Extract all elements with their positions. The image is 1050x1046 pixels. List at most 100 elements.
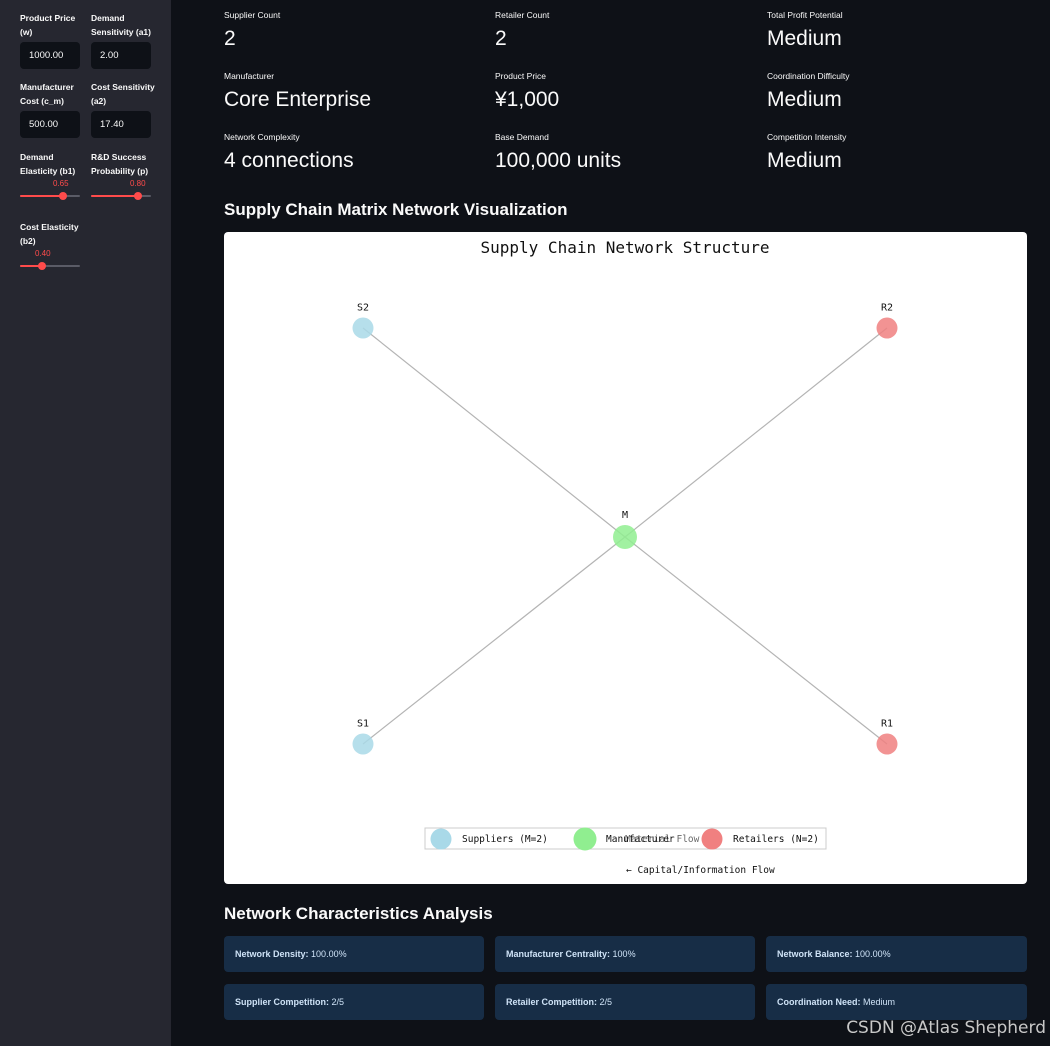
- analysis-value: 2/5: [331, 997, 345, 1007]
- slider-fill: [20, 195, 64, 197]
- network-chart: Supply Chain Network Structure S2 R2 M S1 R1…: [224, 232, 1027, 884]
- demand-sensitivity-input[interactable]: 2.00: [91, 42, 151, 69]
- demand-elasticity-value: 0.65: [53, 179, 69, 188]
- capital-flow-label: ← Capital/Information Flow: [626, 865, 775, 876]
- analysis-card-coordination-need: Coordination Need: Medium: [766, 984, 1027, 1020]
- demand-sensitivity-label: Demand Sensitivity (a1): [91, 13, 151, 37]
- legend-material-flow-label: Material Flow: [625, 834, 700, 845]
- node-label-R2: R2: [881, 303, 893, 314]
- metric-value: Medium: [767, 27, 842, 50]
- analysis-key: Coordination Need:: [777, 997, 861, 1007]
- metric-value: Medium: [767, 149, 842, 172]
- slider-fill: [20, 265, 43, 267]
- network-chart-svg: Supply Chain Network Structure S2 R2 M S1 R1…: [352, 238, 898, 876]
- node-label-R1: R1: [881, 719, 893, 730]
- analysis-key: Retailer Competition:: [506, 997, 598, 1007]
- analysis-card-retailer-competition: Retailer Competition: 2/5: [495, 984, 755, 1020]
- rd-success-slider[interactable]: [91, 192, 151, 200]
- metric-value: 2: [224, 27, 236, 50]
- analysis-key: Manufacturer Centrality:: [506, 949, 611, 959]
- metric-value: 100,000 units: [495, 149, 622, 172]
- legend-retailer-marker: [701, 828, 723, 850]
- edge-M-R2: [624, 327, 888, 538]
- analysis-value: 100%: [612, 949, 636, 959]
- metric-retailer-count: Retailer Count 2: [495, 9, 549, 53]
- chart-title: Supply Chain Network Structure: [481, 238, 770, 257]
- analysis-card-manufacturer-centrality: Manufacturer Centrality: 100%: [495, 936, 755, 972]
- legend-retailers-label: Retailers (N=2): [733, 834, 819, 845]
- cost-elasticity-label: Cost Elasticity (b2): [20, 222, 79, 246]
- node-R1: [876, 733, 898, 755]
- metric-label: Supplier Count: [224, 10, 281, 20]
- cost-elasticity-slider-group: Cost Elasticity (b2) 0.40: [20, 220, 84, 270]
- metric-label: Manufacturer: [224, 71, 275, 81]
- legend-manufacturer-marker: [573, 827, 597, 851]
- metric-label: Base Demand: [495, 132, 549, 142]
- metric-manufacturer: Manufacturer Core Enterprise: [224, 70, 371, 114]
- metric-total-profit-potential: Total Profit Potential Medium: [767, 9, 843, 53]
- rd-success-slider-group: R&D Success Probability (p) 0.80: [91, 150, 155, 200]
- demand-sensitivity-field: Demand Sensitivity (a1) 2.00: [91, 11, 155, 69]
- cost-sensitivity-field: Cost Sensitivity (a2) 17.40: [91, 80, 155, 138]
- metric-base-demand: Base Demand 100,000 units: [495, 131, 621, 175]
- metric-value: ¥1,000: [495, 88, 560, 111]
- metric-label: Competition Intensity: [767, 132, 847, 142]
- chart-legend: Suppliers (M=2) Material Flow Manufactur…: [424, 827, 827, 876]
- edge-M-R1: [624, 536, 888, 745]
- demand-elasticity-slider-group: Demand Elasticity (b1) 0.65: [20, 150, 84, 200]
- cost-sensitivity-label: Cost Sensitivity (a2): [91, 82, 155, 106]
- watermark: CSDN @Atlas Shepherd: [846, 1018, 1046, 1038]
- metric-value: Core Enterprise: [224, 88, 372, 111]
- analysis-card-network-balance: Network Balance: 100.00%: [766, 936, 1027, 972]
- metric-label: Network Complexity: [224, 132, 300, 142]
- node-R2: [876, 317, 898, 339]
- node-label-S1: S1: [357, 719, 369, 730]
- analysis-key: Supplier Competition:: [235, 997, 329, 1007]
- edges-layer: [362, 327, 888, 745]
- product-price-input[interactable]: 1000.00: [20, 42, 80, 69]
- metric-label: Total Profit Potential: [767, 10, 843, 20]
- metric-label: Retailer Count: [495, 10, 550, 20]
- slider-thumb[interactable]: [133, 192, 142, 200]
- slider-thumb[interactable]: [59, 192, 68, 200]
- analysis-value: Medium: [863, 997, 896, 1007]
- analysis-card-supplier-competition: Supplier Competition: 2/5: [224, 984, 484, 1020]
- legend-frame: [424, 827, 827, 850]
- legend-supplier-marker: [430, 828, 452, 850]
- legend-manufacturer-label: Manufacturer: [606, 834, 675, 845]
- demand-elasticity-label: Demand Elasticity (b1): [20, 152, 76, 176]
- rd-success-value: 0.80: [130, 179, 146, 188]
- metric-competition-intensity: Competition Intensity Medium: [767, 131, 846, 175]
- node-label-S2: S2: [357, 303, 369, 314]
- edge-S2-M: [362, 327, 626, 538]
- metric-label: Product Price: [495, 71, 547, 81]
- demand-elasticity-slider[interactable]: [20, 192, 80, 200]
- metric-coordination-difficulty: Coordination Difficulty Medium: [767, 70, 850, 114]
- edge-S1-M: [362, 536, 626, 745]
- metric-value: Medium: [767, 88, 842, 111]
- network-section-title: Supply Chain Matrix Network Visualizatio…: [224, 200, 568, 219]
- analysis-key: Network Balance:: [777, 949, 853, 959]
- analysis-section-title: Network Characteristics Analysis: [224, 904, 493, 923]
- node-label-M: M: [622, 510, 628, 521]
- node-S2: [352, 317, 374, 339]
- manufacturer-cost-input[interactable]: 500.00: [20, 111, 80, 138]
- analysis-key: Network Density:: [235, 949, 309, 959]
- rd-success-label: R&D Success Probability (p): [91, 152, 149, 176]
- sidebar: Product Price (w) 1000.00 Demand Sensiti…: [0, 0, 171, 1046]
- analysis-value: 2/5: [599, 997, 613, 1007]
- metric-product-price: Product Price ¥1,000: [495, 70, 559, 114]
- metric-supplier-count: Supplier Count 2: [224, 9, 280, 53]
- cost-sensitivity-input[interactable]: 17.40: [91, 111, 151, 138]
- cost-elasticity-slider[interactable]: [20, 262, 80, 270]
- legend-suppliers-label: Suppliers (M=2): [462, 834, 548, 845]
- metric-value: 2: [495, 27, 507, 50]
- metric-value: 4 connections: [224, 149, 354, 172]
- product-price-field: Product Price (w) 1000.00: [20, 11, 84, 69]
- analysis-value: 100.00%: [855, 949, 891, 959]
- cost-elasticity-value: 0.40: [35, 249, 51, 258]
- analysis-card-network-density: Network Density: 100.00%: [224, 936, 484, 972]
- slider-thumb[interactable]: [38, 262, 47, 270]
- metric-network-complexity: Network Complexity 4 connections: [224, 131, 354, 175]
- node-S1: [352, 733, 374, 755]
